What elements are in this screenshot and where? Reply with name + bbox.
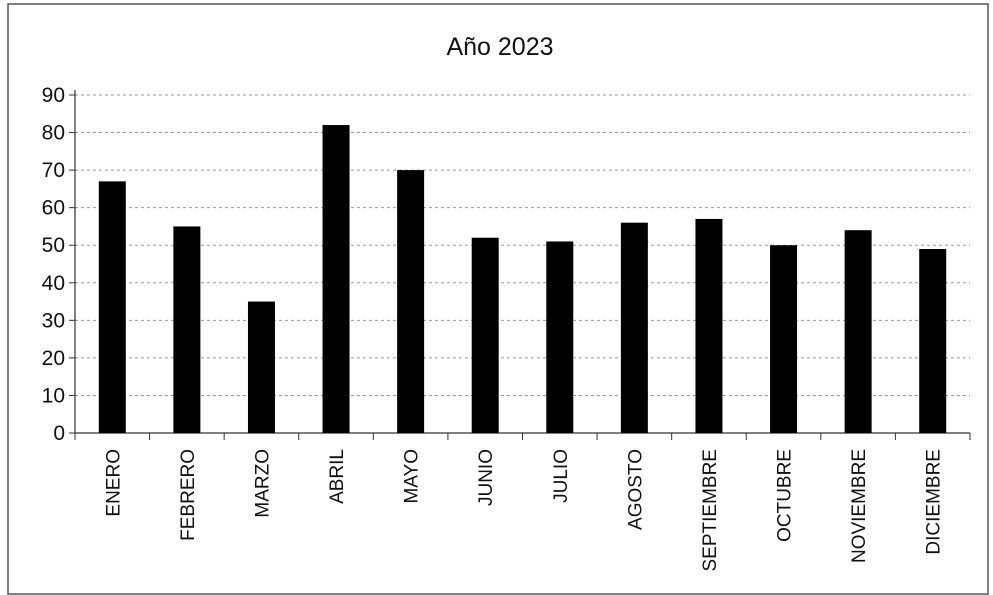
x-category-label: MARZO — [252, 449, 273, 518]
x-category-label: AGOSTO — [625, 449, 646, 530]
grid-lines — [75, 94, 970, 396]
bars — [98, 125, 947, 434]
bar-diciembre — [919, 248, 947, 433]
y-tick-label: 20 — [42, 347, 65, 370]
x-category-label: DICIEMBRE — [924, 449, 945, 555]
x-category-label: FEBRERO — [178, 449, 199, 541]
bar-septiembre — [695, 218, 723, 433]
y-tick-label: 10 — [42, 384, 65, 407]
bar-noviembre — [844, 230, 872, 433]
x-category-label: ABRIL — [327, 449, 348, 504]
y-tick-label: 0 — [53, 422, 65, 445]
bar-enero — [98, 181, 126, 433]
x-category-label: OCTUBRE — [775, 449, 796, 542]
bar-junio — [471, 237, 499, 433]
chart-border — [7, 3, 989, 595]
bar-octubre — [770, 245, 798, 433]
x-category-label: JULIO — [551, 449, 572, 503]
y-tick-label: 80 — [42, 122, 65, 145]
x-category-label: SEPTIEMBRE — [700, 449, 721, 571]
bar-febrero — [173, 226, 201, 433]
bar-agosto — [620, 222, 648, 433]
x-category-label: JUNIO — [476, 449, 497, 506]
x-category-label: NOVIEMBRE — [849, 449, 870, 563]
bar-mayo — [397, 170, 425, 433]
x-category-label: ENERO — [103, 449, 124, 517]
bar-marzo — [247, 301, 275, 433]
y-axis: 0 10 20 30 40 50 60 70 80 90 — [42, 84, 76, 445]
y-tick-label: 30 — [42, 309, 65, 332]
x-axis — [74, 432, 971, 440]
x-axis-labels: ENERO FEBRERO MARZO ABRIL MAYO JUNIO JULIO AGOS… — [103, 449, 944, 571]
y-tick-label: 60 — [42, 197, 65, 220]
y-tick-label: 40 — [42, 272, 65, 295]
y-tick-label: 50 — [42, 234, 65, 257]
y-tick-label: 70 — [42, 159, 65, 182]
bar-julio — [546, 241, 574, 433]
bar-abril — [322, 125, 350, 434]
y-tick-label: 90 — [42, 84, 65, 107]
chart-title: Año 2023 — [446, 33, 553, 61]
x-category-label: MAYO — [402, 449, 423, 504]
